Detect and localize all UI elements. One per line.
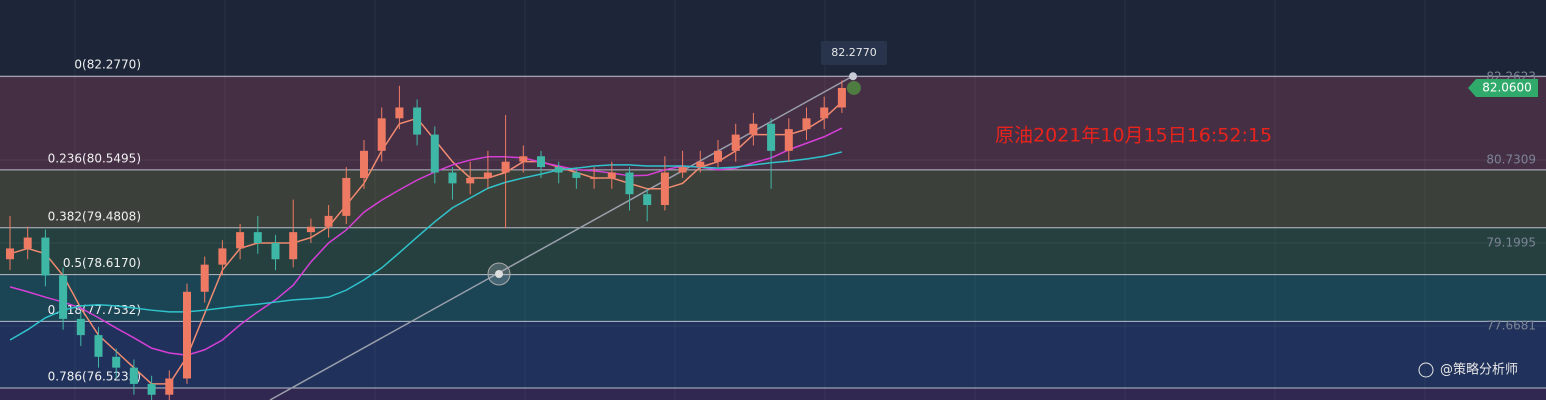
candle-body [6,248,14,260]
candle-body [820,107,829,119]
candle-body [537,156,545,168]
candle-body [289,232,298,260]
candle-body [714,150,722,162]
candle-body [41,237,50,276]
fib-label: 0(82.2770) [74,58,141,72]
fib-zone [0,76,1546,170]
cursor-label: 82.2770 [831,46,877,59]
candle-body [660,172,669,206]
candle-body [466,177,475,184]
candle-body [306,226,315,233]
fib-label: 0.786(76.5235) [48,370,141,384]
candle-body [519,156,528,162]
candle-body [572,172,581,178]
cursor-point [849,72,857,81]
candle-body [236,232,245,249]
candle-body [749,123,758,135]
candle-body [678,167,687,173]
fib-zones: 0(82.2770) 0.236(80.5495) 0.382(79.4808) 0.… [0,58,1546,400]
candle-body [554,167,563,173]
candle-body [501,161,510,173]
candle-body [76,318,85,336]
fib-zone [0,388,1546,400]
candle-body [253,232,262,243]
candle-body [625,172,634,195]
candle-body [147,383,156,395]
candle-body [802,118,811,130]
candle-body [483,172,492,178]
annotation: 原油2021年10月15日16:52:15 [995,125,1272,147]
plot: 82.2770 82.0600 [6,41,1538,400]
moving-average [9,151,843,341]
trend-handle-dot [495,270,503,278]
candle-body [413,107,422,135]
watermark: @策略分析师 [1440,362,1518,378]
candle-body [767,123,776,151]
candle-body [324,215,333,227]
candle-body [643,194,652,206]
watermark-icon [1418,362,1434,378]
candle-body [94,335,103,357]
candle-body [183,291,191,379]
fib-label: 0.236(80.5495) [48,151,141,165]
fib-zone [0,321,1546,389]
price-tag [1468,78,1538,97]
candle-body [360,150,368,178]
fib-label: 0.382(79.4808) [48,209,141,223]
candle-body [271,242,280,260]
candle-body [59,275,68,319]
candle-body [696,161,705,168]
candle-body [200,264,209,292]
price-tag-label: 82.0600 [1482,80,1532,94]
candle-body [430,134,439,173]
candle-body [165,378,174,395]
candle-body [218,248,227,265]
candle-body [112,356,121,368]
candle-body [590,177,599,179]
candle-body [395,107,404,119]
cursor-box [821,41,887,65]
fib-zone [0,274,1546,322]
last-glow [846,80,861,95]
candle-body [731,134,740,151]
candle-body [129,367,138,384]
candle-body [342,177,351,216]
candle-body [784,129,793,151]
candle-body [837,87,846,108]
candle-body [23,237,32,249]
fib-zone [0,169,1546,228]
candle-body [448,172,457,184]
fib-label: 0.5(78.6170) [63,256,141,270]
candle-body [377,118,386,151]
fib-zone [0,227,1546,275]
y-tick-label: 79.1995 [1486,236,1536,250]
y-tick-label: 80.7309 [1486,153,1536,167]
y-tick-label: 77.6681 [1486,319,1536,333]
candle-body [607,172,616,178]
